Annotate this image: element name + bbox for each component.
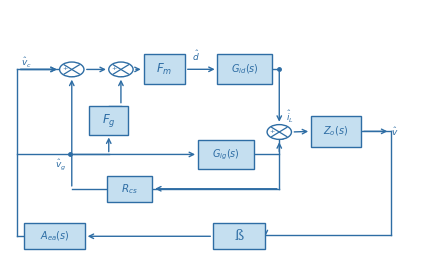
- Text: $-$: $-$: [276, 133, 284, 142]
- Text: ß: ß: [234, 229, 243, 243]
- Text: $+$: $+$: [269, 126, 275, 135]
- Text: $G_{id}(s)$: $G_{id}(s)$: [230, 63, 258, 76]
- Text: $\hat{v}$: $\hat{v}$: [391, 125, 398, 138]
- Text: $+$: $+$: [62, 64, 68, 72]
- Text: $\hat{i}_L$: $\hat{i}_L$: [286, 109, 293, 125]
- Text: $G_{ig}(s)$: $G_{ig}(s)$: [212, 147, 240, 162]
- Text: $F_m$: $F_m$: [156, 62, 172, 77]
- Text: $R_{cs}$: $R_{cs}$: [121, 182, 138, 196]
- Text: $A_{ea}(s)$: $A_{ea}(s)$: [39, 229, 69, 243]
- Circle shape: [108, 62, 133, 77]
- FancyBboxPatch shape: [143, 54, 184, 84]
- Circle shape: [59, 62, 84, 77]
- Circle shape: [266, 125, 291, 139]
- Text: $-$: $-$: [69, 70, 77, 79]
- Text: $\hat{v}_c$: $\hat{v}_c$: [21, 56, 32, 70]
- FancyBboxPatch shape: [310, 116, 360, 147]
- Text: $-$: $-$: [118, 70, 126, 79]
- FancyBboxPatch shape: [217, 54, 271, 84]
- FancyBboxPatch shape: [24, 223, 85, 249]
- Text: $F_g$: $F_g$: [102, 112, 115, 129]
- Text: $\hat{d}$: $\hat{d}$: [191, 49, 199, 63]
- FancyBboxPatch shape: [106, 176, 152, 202]
- Text: $\hat{v}_g$: $\hat{v}_g$: [55, 157, 66, 172]
- FancyBboxPatch shape: [89, 106, 128, 135]
- Text: $Z_o(s)$: $Z_o(s)$: [323, 125, 348, 138]
- FancyBboxPatch shape: [197, 140, 254, 169]
- Text: $+$: $+$: [111, 64, 117, 72]
- FancyBboxPatch shape: [213, 223, 265, 249]
